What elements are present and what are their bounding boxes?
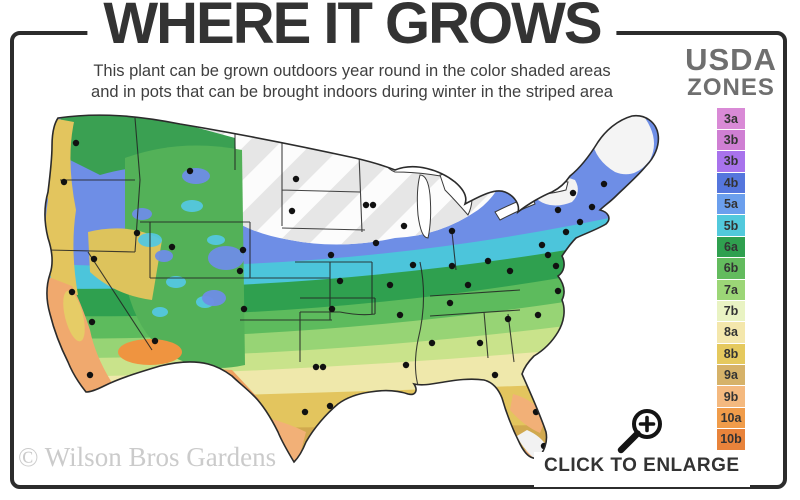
us-hardiness-map-svg: [44, 114, 660, 464]
legend-zone-swatch-9a-12: 9a: [717, 365, 745, 386]
legend-zone-swatch-10b-15: 10b: [717, 429, 745, 450]
legend-title-usda: USDA: [685, 42, 777, 77]
legend-zone-label: 8b: [723, 346, 739, 361]
legend-zone-swatch-9b-13: 9b: [717, 386, 745, 407]
legend-zone-swatch-10a-14: 10a: [717, 407, 745, 429]
legend-zone-swatch-7b-9: 7b: [717, 300, 745, 322]
legend-zone-swatch-5b-5: 5b: [717, 215, 745, 236]
page-title: WHERE IT GROWS: [87, 0, 617, 55]
legend-zone-label: 6b: [723, 261, 739, 276]
legend-zone-swatch-3a-0: 3a: [717, 108, 745, 129]
legend-zone-label: 3a: [724, 111, 738, 126]
usda-zones-legend: USDA ZONES 3a 3b 3b 4b 5a 5b 6a 6b 7a 7b 8a 8b 9a 9b 1…: [676, 44, 786, 450]
legend-zone-label: 8a: [724, 325, 738, 340]
legend-zone-swatch-6b-7: 6b: [717, 258, 745, 279]
legend-zone-label: 3b: [723, 132, 739, 147]
legend-zone-swatch-3b-2: 3b: [717, 151, 745, 172]
legend-title-zones: ZONES: [687, 74, 775, 101]
subtitle: This plant can be grown outdoors year ro…: [42, 61, 662, 103]
usda-zones-map[interactable]: [10, 104, 670, 484]
legend-zone-label: 4b: [723, 175, 739, 190]
subtitle-line-1: This plant can be grown outdoors year ro…: [93, 62, 611, 80]
city-dots: [60, 139, 608, 450]
state-borders: [47, 117, 521, 393]
click-to-enlarge-button[interactable]: CLICK TO ENLARGE: [534, 452, 750, 487]
legend-zone-label: 5a: [724, 197, 738, 212]
legend-zone-swatch-6a-6: 6a: [717, 236, 745, 258]
legend-zone-label: 7b: [723, 304, 739, 319]
legend-zone-swatch-8b-11: 8b: [717, 343, 745, 365]
legend-zone-label: 10b: [720, 432, 742, 447]
legend-zone-swatch-8a-10: 8a: [717, 322, 745, 343]
watermark: © Wilson Bros Gardens: [18, 442, 277, 472]
legend-zone-swatch-4b-3: 4b: [717, 172, 745, 193]
zone-bands: [45, 115, 659, 462]
legend-zone-swatch-5a-4: 5a: [717, 193, 745, 215]
legend-zone-label: 6a: [724, 239, 738, 254]
subtitle-line-2: and in pots that can be brought indoors …: [91, 83, 613, 102]
magnifying-glass-plus-icon[interactable]: [603, 408, 675, 456]
legend-zone-label: 10a: [720, 411, 742, 426]
legend-zone-label: 3b: [723, 154, 739, 169]
legend-zone-swatch-3b-1: 3b: [717, 129, 745, 151]
legend-zone-swatch-7a-8: 7a: [717, 279, 745, 300]
us-outline: [44, 114, 660, 464]
legend-swatch-list: 3a 3b 3b 4b 5a 5b 6a 6b 7a 7b 8a 8b 9a 9b 10a 10b: [717, 108, 745, 450]
legend-zone-label: 5b: [723, 218, 739, 233]
legend-zone-label: 7a: [724, 282, 738, 297]
legend-zone-label: 9a: [724, 368, 738, 383]
legend-zone-label: 9b: [723, 389, 739, 404]
